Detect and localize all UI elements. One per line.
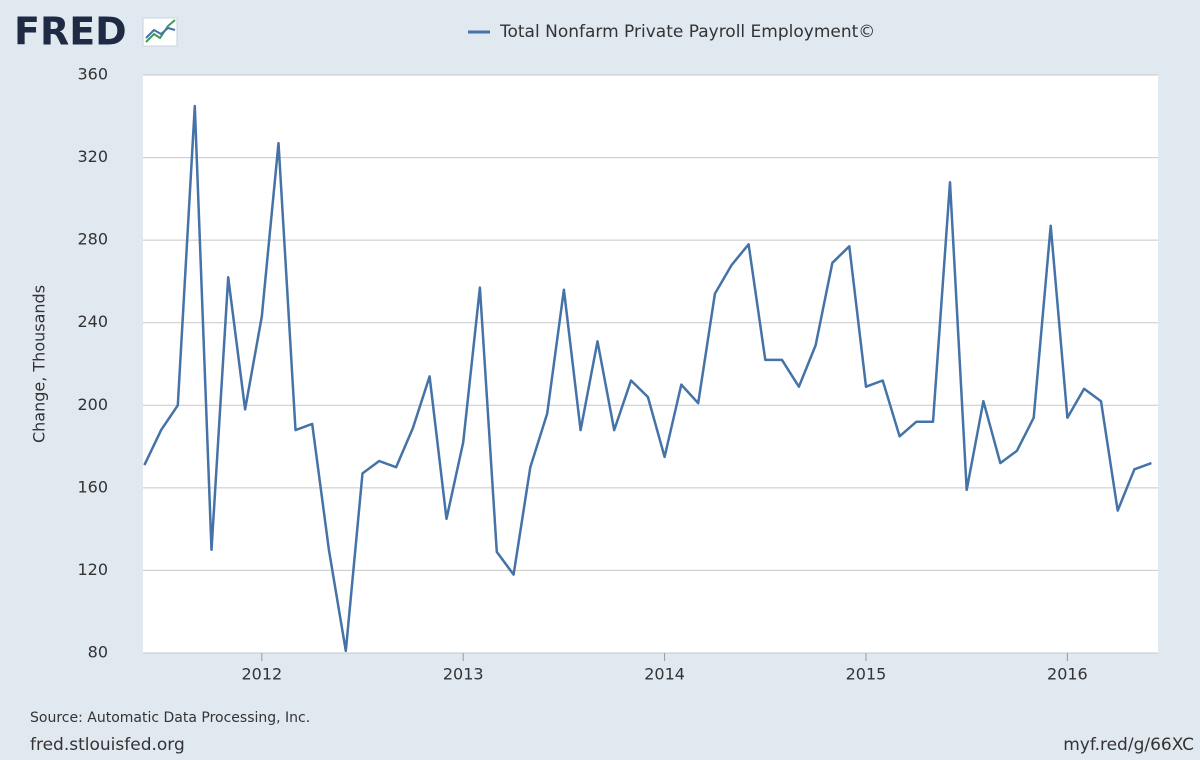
x-tick-label: 2014 — [644, 665, 685, 684]
x-tick-label: 2012 — [241, 665, 282, 684]
short-link: myf.red/g/66XC — [1063, 735, 1194, 755]
y-axis-label: Change, Thousands — [30, 285, 49, 443]
plot-area — [143, 75, 1158, 653]
y-tick-label: 320 — [77, 147, 108, 166]
y-tick-label: 280 — [77, 230, 108, 249]
y-tick-label: 240 — [77, 312, 108, 331]
x-tick-label: 2016 — [1047, 665, 1088, 684]
y-tick-label: 160 — [77, 477, 108, 496]
series-line — [143, 104, 1152, 653]
logo: FRED — [14, 10, 127, 54]
x-tick-label: 2013 — [443, 665, 484, 684]
site: fred.stlouisfed.org — [30, 735, 185, 755]
legend-label: Total Nonfarm Private Payroll Employment… — [499, 22, 875, 42]
y-tick-label: 200 — [77, 395, 108, 414]
logo-icon — [142, 17, 178, 47]
y-tick-label: 120 — [77, 560, 108, 579]
y-tick-label: 80 — [88, 643, 108, 662]
source: Source: Automatic Data Processing, Inc. — [30, 710, 310, 726]
y-tick-label: 360 — [77, 65, 108, 84]
x-tick-label: 2015 — [846, 665, 887, 684]
